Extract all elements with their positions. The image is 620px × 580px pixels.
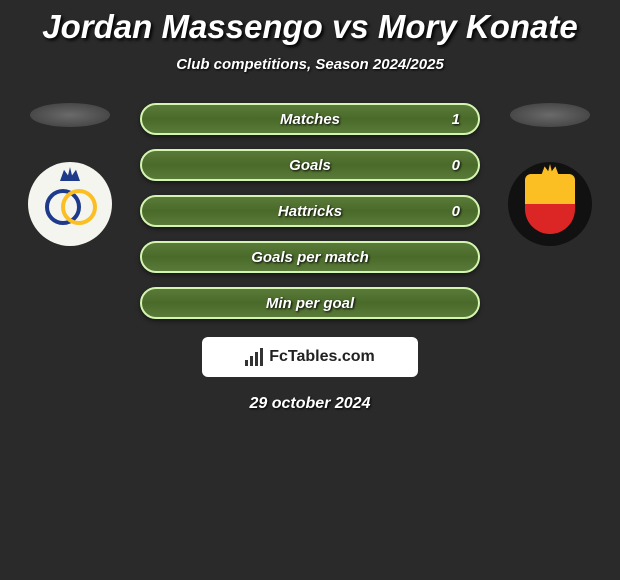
- comparison-card: Jordan Massengo vs Mory Konate Club comp…: [0, 0, 620, 413]
- ring-yellow-icon: [61, 189, 97, 225]
- stat-bar-matches: Matches 1: [140, 103, 480, 135]
- club-crest-right: [508, 162, 592, 246]
- stat-label: Goals: [289, 157, 331, 174]
- main-area: Matches 1 Goals 0 Hattricks 0 Goals per …: [0, 103, 620, 319]
- shield-icon: [525, 174, 575, 234]
- date-label: 29 october 2024: [0, 395, 620, 413]
- brand-box: FcTables.com: [202, 337, 418, 377]
- stat-value: 1: [452, 111, 460, 128]
- chart-icon: [245, 348, 265, 366]
- stat-bar-goals-per-match: Goals per match: [140, 241, 480, 273]
- crown-icon: [541, 164, 559, 176]
- stats-column: Matches 1 Goals 0 Hattricks 0 Goals per …: [140, 103, 480, 319]
- stat-bar-goals: Goals 0: [140, 149, 480, 181]
- stat-value: 0: [452, 203, 460, 220]
- stat-label: Matches: [280, 111, 340, 128]
- page-title: Jordan Massengo vs Mory Konate: [0, 8, 620, 46]
- shield-bottom: [525, 204, 575, 234]
- crest-left-inner: [45, 179, 95, 229]
- right-column: [500, 103, 600, 246]
- left-column: [20, 103, 120, 246]
- stat-bar-min-per-goal: Min per goal: [140, 287, 480, 319]
- stat-bar-hattricks: Hattricks 0: [140, 195, 480, 227]
- player-placeholder-left: [30, 103, 110, 127]
- crown-icon: [60, 167, 80, 181]
- player-placeholder-right: [510, 103, 590, 127]
- shield-top: [525, 174, 575, 204]
- stat-value: 0: [452, 157, 460, 174]
- subtitle: Club competitions, Season 2024/2025: [0, 56, 620, 73]
- brand-text: FcTables.com: [269, 348, 375, 366]
- club-crest-left: [28, 162, 112, 246]
- stat-label: Hattricks: [278, 203, 342, 220]
- stat-label: Goals per match: [251, 249, 369, 266]
- stat-label: Min per goal: [266, 295, 354, 312]
